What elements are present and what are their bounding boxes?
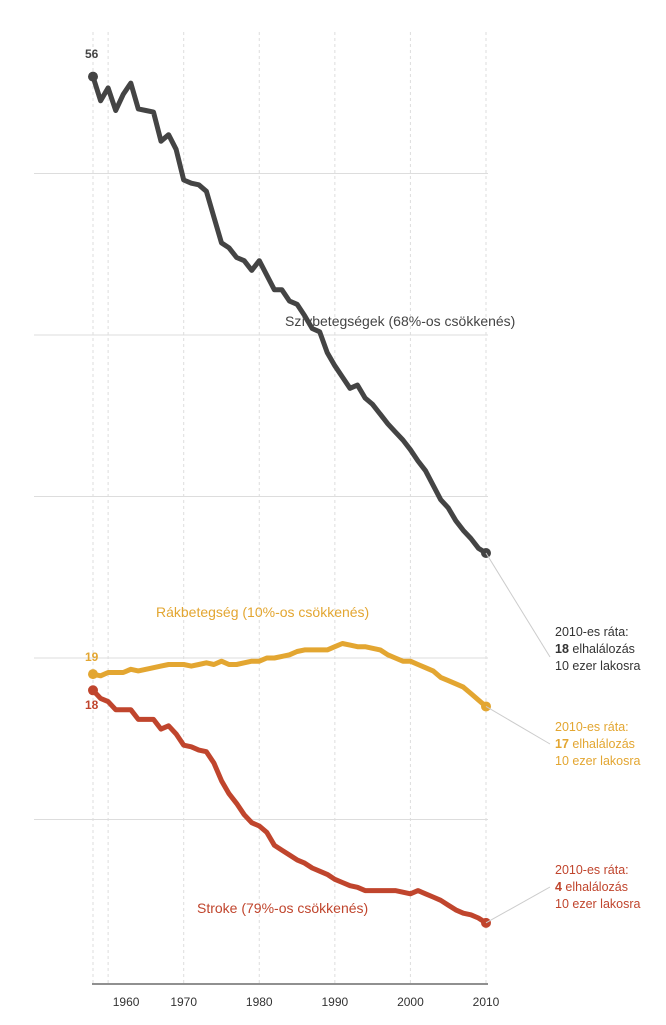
cancer-series-name-label: Rákbetegség (10%-os csökkenés)	[156, 604, 369, 620]
heart-start-value-label: 56	[85, 47, 99, 61]
annotation-connectors	[485, 552, 551, 924]
x-tick-label-1970: 1970	[170, 995, 197, 1009]
cancer-end-note: 2010-es ráta: 17 elhalálozás 10 ezer lak…	[555, 719, 640, 770]
series-lines	[88, 71, 491, 928]
cancer-end-note-line3: 10 ezer lakosra	[555, 754, 641, 768]
cancer-note-connector	[485, 706, 551, 745]
cancer-start-value-label: 19	[85, 650, 99, 664]
cancer-end-value: 17	[555, 737, 569, 751]
stroke-end-note-line3: 10 ezer lakosra	[555, 897, 641, 911]
heart-series-name-label: Szívbetegségek (68%-os csökkenés)	[285, 313, 515, 329]
stroke-end-note-unit: elhalálozás	[561, 880, 628, 894]
series-labels: Szívbetegségek (68%-os csökkenés) 56 Rákbe…	[85, 47, 515, 916]
cancer-start-point	[88, 669, 98, 680]
stroke-start-value-label: 18	[85, 698, 99, 712]
gridlines	[34, 32, 488, 984]
heart-end-note-line3: 10 ezer lakosra	[555, 659, 641, 673]
x-tick-label-1980: 1980	[246, 995, 273, 1009]
stroke-note-connector	[485, 886, 551, 924]
stroke-series-name-label: Stroke (79%-os csökkenés)	[197, 900, 368, 916]
heart-end-value: 18	[555, 642, 569, 656]
stroke-end-note: 2010-es ráta: 4 elhalálozás 10 ezer lako…	[555, 862, 640, 913]
stroke-end-value: 4	[555, 880, 562, 894]
heart-start-point	[88, 71, 98, 82]
heart-series-line	[90, 74, 489, 556]
x-tick-label-2010: 2010	[473, 995, 500, 1009]
x-axis: 1960 1970 1980 1990 2000 2010	[92, 983, 500, 1009]
x-tick-label-2000: 2000	[397, 995, 424, 1009]
cancer-series-line	[90, 641, 489, 709]
stroke-end-note-line1: 2010-es ráta:	[555, 863, 629, 877]
heart-end-note: 2010-es ráta: 18 elhalálozás 10 ezer lak…	[555, 624, 640, 675]
stroke-series-line	[90, 687, 489, 926]
cancer-end-note-line1: 2010-es ráta:	[555, 720, 629, 734]
heart-end-note-line1: 2010-es ráta:	[555, 625, 629, 639]
cancer-end-note-unit: elhalálozás	[568, 737, 635, 751]
x-tick-label-1960: 1960	[113, 995, 140, 1009]
heart-end-note-unit: elhalálozás	[568, 642, 635, 656]
heart-note-connector	[485, 552, 551, 658]
x-tick-label-1990: 1990	[321, 995, 348, 1009]
stroke-start-point	[88, 685, 98, 696]
